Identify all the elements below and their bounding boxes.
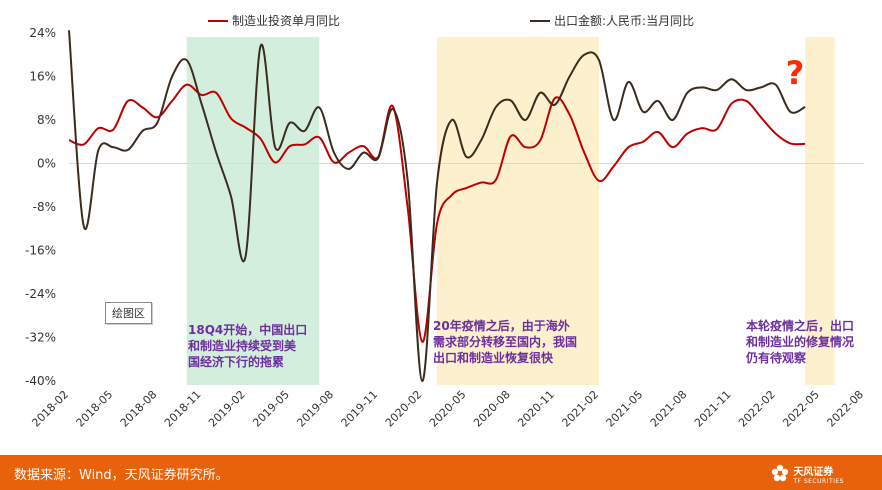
- x-tick-label: 2021-05: [604, 388, 646, 430]
- brand-subtitle: TF SECURITIES: [793, 478, 844, 485]
- x-tick-label: 2021-08: [648, 388, 690, 430]
- x-tick-label: 2021-11: [692, 388, 734, 430]
- footer-bar: 数据来源：Wind，天风证券研究所。 天风证券 TF SECURITIES: [0, 455, 882, 490]
- x-tick-label: 2019-08: [294, 388, 336, 430]
- y-tick-label: 24%: [29, 26, 56, 40]
- data-source: 数据来源：Wind，天风证券研究所。: [14, 468, 229, 483]
- annotation-pandemic-recovery: 20年疫情之后，由于海外 需求部分转移至国内，我国 出口和制造业恢复很快: [433, 318, 577, 366]
- x-tick-label: 2019-02: [206, 388, 248, 430]
- annotation-line: 本轮疫情之后，出口: [746, 319, 855, 333]
- y-tick-label: -8%: [33, 200, 56, 214]
- annotation-line: 20年疫情之后，由于海外: [433, 319, 570, 333]
- x-tick-label: 2022-08: [824, 388, 866, 430]
- x-tick-label: 2019-11: [339, 388, 381, 430]
- brand-name: 天风证券: [793, 467, 834, 478]
- annotation-line: 18Q4开始，中国出口: [188, 323, 308, 337]
- y-tick-label: -32%: [25, 331, 56, 345]
- shaded-period: [437, 37, 599, 385]
- y-tick-label: -40%: [25, 374, 56, 388]
- y-tick-label: 0%: [37, 157, 56, 171]
- series-line-exports: [68, 30, 806, 383]
- x-tick-label: 2021-02: [559, 388, 601, 430]
- x-tick-label: 2018-08: [118, 388, 160, 430]
- legend-label: 出口金额:人民币:当月同比: [554, 13, 694, 28]
- brand-logo: 天风证券 TF SECURITIES: [793, 463, 844, 485]
- annotation-line: 出口和制造业恢复很快: [433, 351, 554, 365]
- shaded-period: [186, 37, 320, 385]
- annotation-line: 和制造业持续受到美: [188, 339, 297, 353]
- plot-area-tag: 绘图区: [105, 302, 152, 324]
- brand-flower-icon: [771, 464, 789, 482]
- x-tick-label: 2020-05: [427, 388, 469, 430]
- annotation-line: 仍有待观察: [746, 351, 807, 365]
- y-tick-label: 16%: [29, 70, 56, 84]
- x-tick-label: 2022-05: [780, 388, 822, 430]
- y-tick-label: -24%: [25, 287, 56, 301]
- x-tick-label: 2020-11: [515, 388, 557, 430]
- x-tick-label: 2018-11: [162, 388, 204, 430]
- shaded-period: [805, 37, 835, 385]
- x-tick-label: 2020-02: [383, 388, 425, 430]
- y-tick-label: 8%: [37, 113, 56, 127]
- legend-label: 制造业投资单月同比: [232, 13, 340, 28]
- x-tick-label: 2018-02: [29, 388, 71, 430]
- annotation-trade-war: 18Q4开始，中国出口 和制造业持续受到美 国经济下行的拖累: [188, 322, 307, 370]
- annotation-line: 和制造业的修复情况: [746, 335, 855, 349]
- x-tick-label: 2020-08: [471, 388, 513, 430]
- x-tick-label: 2022-02: [736, 388, 778, 430]
- y-tick-label: -16%: [25, 244, 56, 258]
- annotation-current-outlook: 本轮疫情之后，出口 和制造业的修复情况 仍有待观察: [746, 318, 854, 366]
- annotation-line: 国经济下行的拖累: [188, 355, 285, 369]
- question-mark: ?: [786, 54, 805, 92]
- chart: 24%16%8%0%-8%-16%-24%-32%-40%2018-02 2018…: [25, 13, 866, 430]
- x-tick-label: 2019-05: [250, 388, 292, 430]
- x-tick-label: 2018-05: [74, 388, 116, 430]
- annotation-line: 需求部分转移至国内，我国: [433, 335, 578, 349]
